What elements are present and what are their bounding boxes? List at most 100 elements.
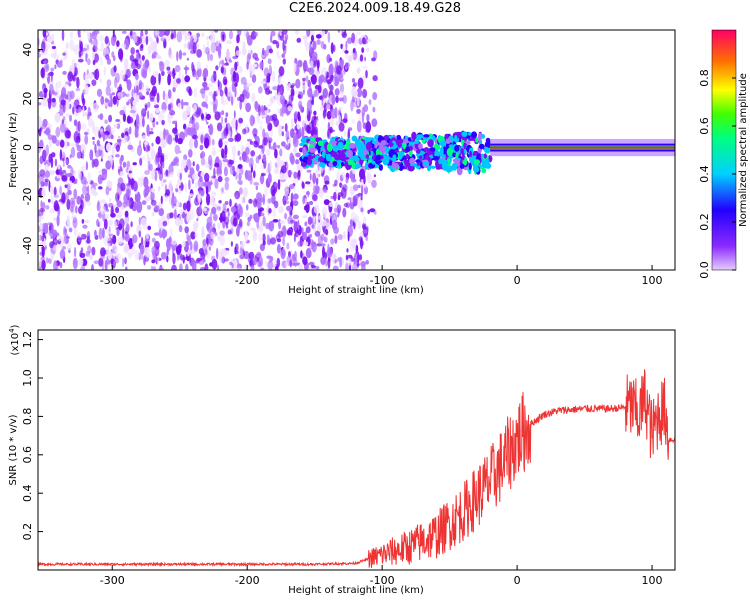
heat-cell (121, 132, 125, 139)
heat-cell (280, 248, 286, 260)
heat-cell (405, 153, 410, 159)
heat-cell (189, 208, 195, 220)
heat-cell (295, 78, 301, 89)
heat-cell (164, 93, 169, 105)
heat-cell (145, 30, 148, 35)
colorbar-tick-label: 0.8 (698, 69, 711, 87)
heat-cell (136, 63, 141, 70)
heat-cell (169, 212, 174, 219)
heat-cell (110, 206, 114, 218)
heat-cell (433, 156, 440, 161)
heat-cell (100, 205, 106, 215)
heat-cell (454, 135, 458, 141)
heat-cell (473, 166, 480, 173)
heat-cell (394, 162, 399, 170)
heat-cell (140, 35, 147, 44)
heat-cell (269, 159, 273, 171)
heat-cell (204, 248, 207, 254)
heat-cell (248, 69, 254, 76)
heat-cell (225, 112, 229, 118)
heat-cell (229, 165, 235, 175)
heat-cell (91, 264, 94, 270)
heat-cell (124, 257, 127, 265)
heat-cell (119, 157, 123, 166)
heat-cell (234, 250, 239, 255)
heat-cell (322, 88, 328, 99)
heat-cell (115, 144, 120, 152)
heat-cell (182, 256, 189, 260)
heat-cell (192, 134, 199, 140)
heat-cell (78, 50, 82, 58)
heat-cell (415, 165, 421, 169)
heat-cell (360, 261, 366, 267)
heat-cell (85, 53, 89, 59)
heat-cell (323, 199, 330, 206)
heat-cell (465, 140, 471, 145)
heat-cell (105, 85, 111, 96)
heat-cell (76, 76, 80, 89)
heat-cell (165, 35, 171, 42)
heat-cell (98, 227, 103, 240)
heat-cell (397, 142, 402, 148)
heat-cell (189, 193, 194, 198)
heat-cell (372, 75, 378, 82)
heat-cell (45, 144, 49, 156)
heat-cell (327, 31, 331, 43)
heat-cell (167, 73, 172, 86)
heat-cell (66, 183, 71, 192)
heat-cell (368, 99, 372, 106)
heat-cell (167, 113, 170, 122)
heat-cell (415, 149, 421, 154)
heat-cell (160, 136, 167, 149)
heat-cell (255, 185, 258, 191)
heat-cell (68, 227, 73, 233)
heat-cell (386, 155, 390, 163)
heat-cell (199, 203, 202, 213)
heat-cell (130, 221, 133, 228)
heat-cell (50, 67, 55, 72)
heat-cell (307, 201, 313, 205)
heat-cell (196, 61, 201, 70)
heat-cell (477, 132, 482, 141)
heat-cell (139, 45, 144, 52)
heat-cell (48, 71, 54, 77)
heat-cell (86, 30, 89, 39)
heat-cell (337, 114, 342, 124)
heat-cell (267, 122, 273, 132)
heat-cell (250, 150, 256, 157)
heat-cell (268, 90, 273, 94)
heat-cell (87, 185, 90, 196)
heat-cell (423, 134, 430, 138)
heat-cell (145, 195, 151, 202)
heat-cell (349, 142, 356, 149)
heat-cell (329, 212, 334, 219)
heat-cell (41, 259, 46, 270)
heat-cell (314, 230, 321, 237)
heat-cell (284, 123, 288, 132)
heat-cell (289, 128, 294, 138)
heat-cell (112, 95, 117, 105)
heat-cell (305, 226, 311, 234)
heat-cell (206, 237, 209, 245)
heat-cell (76, 151, 82, 159)
heat-cell (229, 198, 232, 207)
heat-cell (66, 112, 70, 118)
heat-cell (211, 138, 215, 146)
heat-cell (174, 156, 179, 165)
heat-cell (91, 49, 95, 61)
heat-cell (64, 233, 69, 245)
heat-cell (119, 109, 125, 116)
heat-cell (184, 127, 188, 138)
heat-cell (245, 204, 249, 211)
heat-cell (200, 134, 204, 144)
heat-cell (224, 181, 229, 191)
heat-cell (237, 203, 242, 215)
heat-cell (217, 176, 223, 183)
heat-cell (238, 218, 243, 228)
heat-cell (268, 220, 275, 232)
heat-cell (104, 98, 110, 103)
heat-cell (38, 116, 43, 129)
heat-cell (253, 170, 256, 179)
heat-cell (301, 182, 306, 190)
heat-cell (383, 134, 389, 141)
